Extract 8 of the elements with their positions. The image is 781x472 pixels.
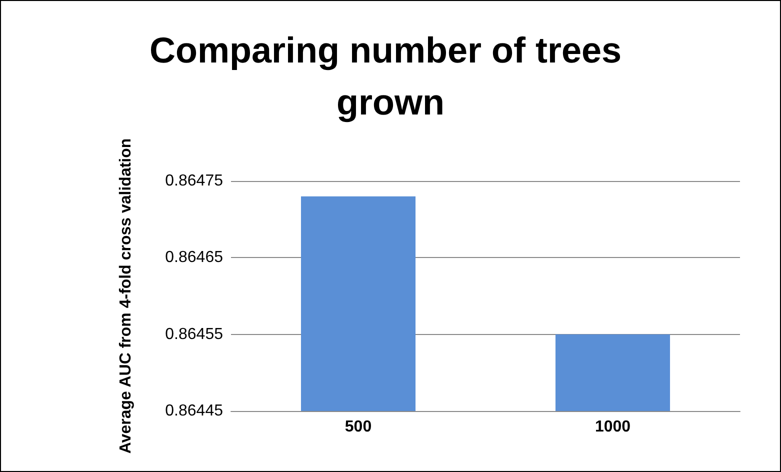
y-tick-label: 0.86475 bbox=[165, 172, 224, 190]
x-tick-label: 500 bbox=[344, 418, 372, 436]
y-tick-label: 0.86445 bbox=[165, 402, 224, 420]
chart-title: Comparing number of trees grown bbox=[149, 30, 632, 122]
y-tick-label: 0.86455 bbox=[165, 326, 224, 343]
y-axis-title: Average AUC from 4-fold cross validation bbox=[118, 138, 134, 454]
x-tick-label: 1000 bbox=[594, 418, 631, 436]
y-tick-label: 0.86465 bbox=[165, 249, 224, 266]
